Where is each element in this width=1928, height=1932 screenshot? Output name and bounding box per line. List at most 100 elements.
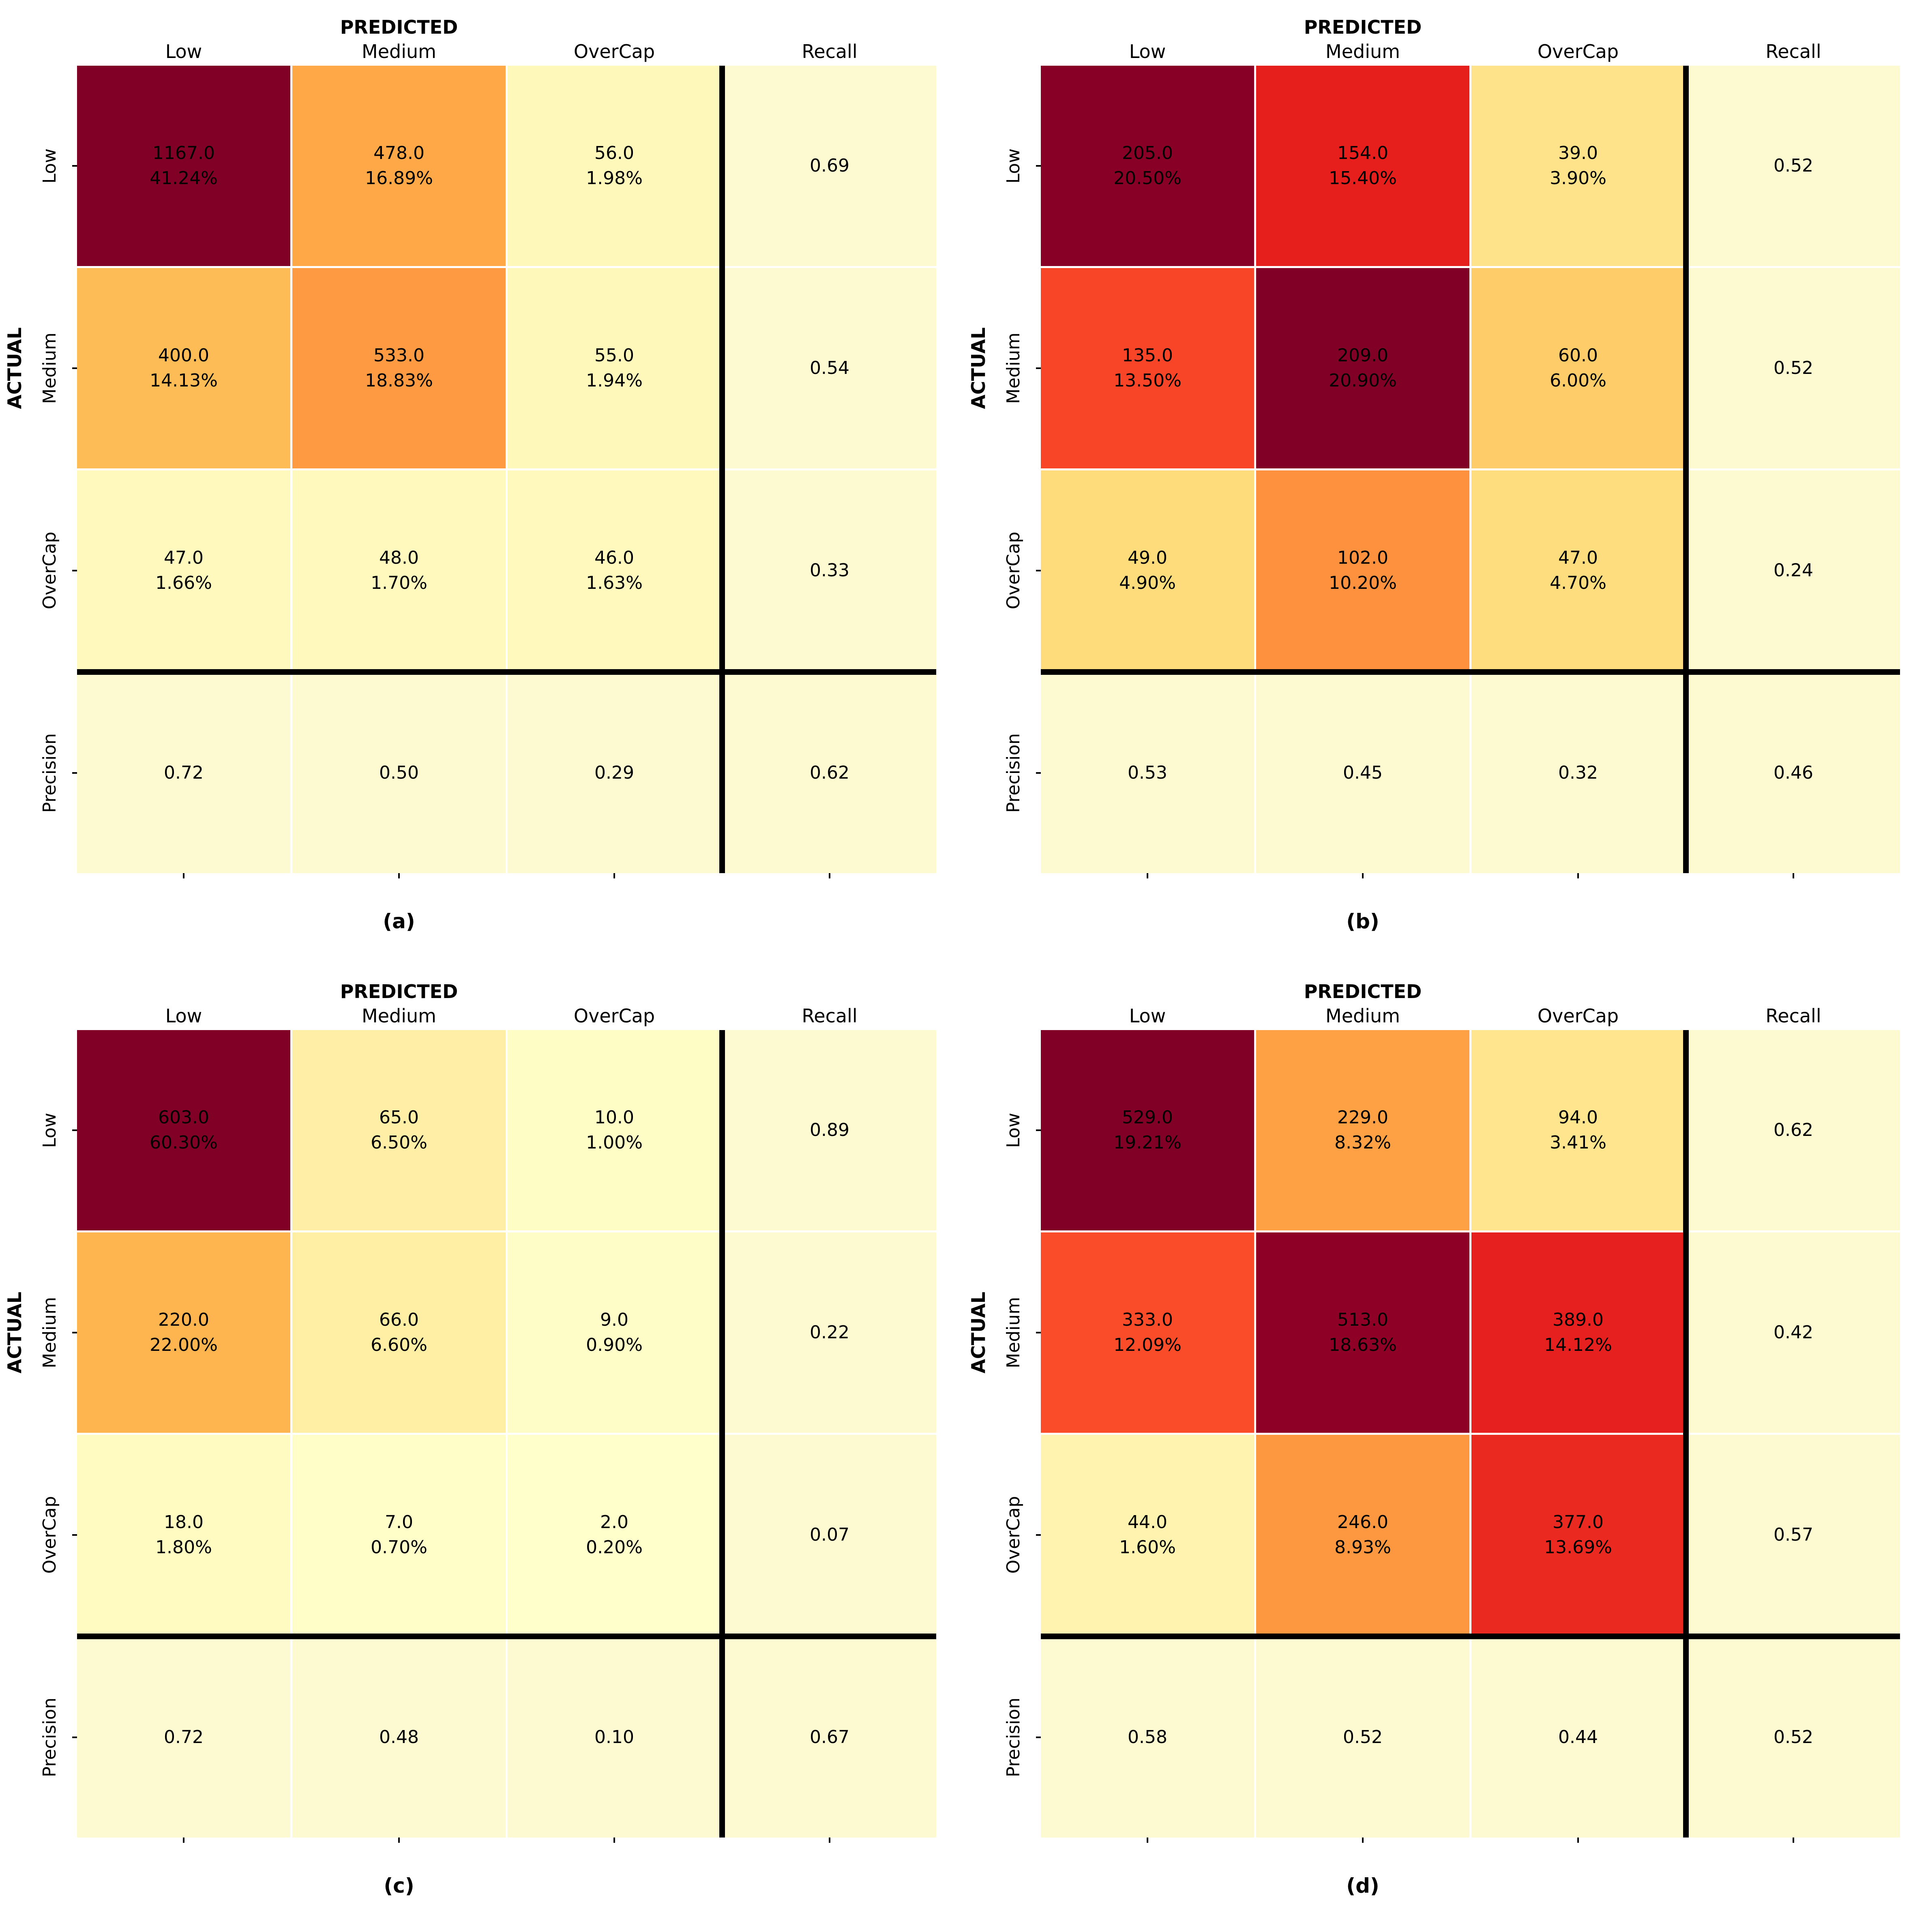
recall-cell-medium: 0.22 (723, 1232, 936, 1433)
row-label-medium: Medium (1003, 333, 1024, 404)
cell-medium-overcap: 389.0 14.12% (1471, 1232, 1685, 1433)
precision-cell-low: 0.72 (77, 673, 290, 873)
row-labels: Low Medium OverCap Precision (29, 66, 70, 873)
precision-separator-line (77, 1634, 936, 1639)
row-label-overcap: OverCap (39, 532, 60, 610)
row-label-overcap: OverCap (1003, 1496, 1024, 1574)
cell-percent: 6.00% (1550, 370, 1606, 391)
cell-count: 205.0 (1122, 143, 1173, 164)
cell-count: 9.0 (600, 1309, 628, 1331)
col-label-medium: Medium (1325, 1005, 1400, 1027)
cell-count: 48.0 (379, 547, 419, 569)
recall-separator-line (719, 66, 725, 873)
cell-overcap-medium: 102.0 10.20% (1256, 470, 1469, 671)
cell-medium-medium: 209.0 20.90% (1256, 268, 1469, 468)
caption-d: (d) (1346, 1874, 1379, 1898)
col-label-low: Low (1129, 1005, 1166, 1027)
cell-medium-overcap: 9.0 0.90% (508, 1232, 721, 1433)
x-tick-mark (77, 1838, 290, 1846)
recall-separator-line (1683, 66, 1689, 873)
cell-count: 47.0 (164, 547, 204, 569)
y-tick-mark (1036, 165, 1041, 167)
cell-count: 60.0 (1558, 345, 1598, 366)
cell-count: 229.0 (1337, 1107, 1388, 1128)
cell-percent: 6.50% (371, 1132, 427, 1153)
cell-percent: 4.90% (1119, 573, 1176, 593)
row-label-precision: Precision (39, 733, 60, 813)
y-tick-mark (1036, 570, 1041, 571)
row-label-overcap: OverCap (1003, 532, 1024, 610)
x-tick-mark (1687, 1838, 1900, 1846)
cell-count: 46.0 (594, 547, 634, 569)
cell-percent: 10.20% (1329, 573, 1397, 593)
overall-accuracy-cell: 0.52 (1687, 1637, 1900, 1838)
col-label-low: Low (165, 1005, 202, 1027)
cell-low-medium: 478.0 16.89% (292, 66, 506, 266)
recall-cell-low: 0.62 (1687, 1030, 1900, 1230)
x-tick-mark (1471, 873, 1685, 881)
cell-medium-overcap: 60.0 6.00% (1471, 268, 1685, 468)
row-labels: Low Medium OverCap Precision (993, 1030, 1034, 1838)
matrix-grid: 603.0 60.30% 65.0 6.50% 10.0 1.00% 0.89 220.0 22… (77, 1030, 936, 1838)
precision-cell-medium: 0.48 (292, 1637, 506, 1838)
cell-low-low: 603.0 60.30% (77, 1030, 290, 1230)
confusion-matrix-panel-c: PREDICTED Low Medium OverCap Recall ACTUAL Low… (0, 968, 964, 1932)
row-label-precision: Precision (1003, 733, 1024, 813)
y-tick-mark (1036, 1129, 1041, 1131)
cell-medium-low: 135.0 13.50% (1041, 268, 1254, 468)
cell-percent: 14.12% (1544, 1335, 1612, 1355)
cell-percent: 0.20% (586, 1537, 643, 1558)
cell-percent: 8.93% (1334, 1537, 1391, 1558)
x-tick-mark (508, 873, 721, 881)
row-label-medium: Medium (1003, 1297, 1024, 1368)
cell-count: 56.0 (594, 143, 634, 164)
col-label-recall: Recall (1765, 41, 1821, 62)
cell-percent: 12.09% (1113, 1335, 1182, 1355)
x-tick-mark (1041, 873, 1254, 881)
recall-cell-low: 0.89 (723, 1030, 936, 1230)
actual-axis-title: ACTUAL (967, 1292, 989, 1374)
cell-medium-low: 333.0 12.09% (1041, 1232, 1254, 1433)
cell-overcap-overcap: 2.0 0.20% (508, 1435, 721, 1635)
cell-count: 246.0 (1337, 1512, 1388, 1533)
cell-count: 47.0 (1558, 547, 1598, 569)
col-label-overcap: OverCap (1537, 41, 1619, 62)
cell-count: 377.0 (1553, 1512, 1604, 1533)
caption-b: (b) (1346, 910, 1379, 933)
cell-count: 102.0 (1337, 547, 1388, 569)
precision-cell-medium: 0.45 (1256, 673, 1469, 873)
y-tick-mark (72, 1534, 77, 1536)
y-tick-mark (1036, 1534, 1041, 1536)
y-tick-mark (72, 165, 77, 167)
x-tick-mark (1471, 1838, 1685, 1846)
cell-count: 49.0 (1128, 547, 1167, 569)
recall-separator-line (719, 1030, 725, 1838)
x-ticks (77, 873, 936, 881)
cell-percent: 20.50% (1113, 168, 1182, 189)
cell-percent: 18.83% (365, 370, 433, 391)
cell-count: 94.0 (1558, 1107, 1598, 1128)
recall-cell-medium: 0.54 (723, 268, 936, 468)
col-label-overcap: OverCap (1537, 1005, 1619, 1027)
cell-low-overcap: 10.0 1.00% (508, 1030, 721, 1230)
matrix-body: ACTUAL Low Medium OverCap Precision 603.0 60.3… (0, 1030, 964, 1838)
matrix-body: ACTUAL Low Medium OverCap Precision 1167.0 41.… (0, 66, 964, 873)
confusion-matrix-panel-a: PREDICTED Low Medium OverCap Recall ACTUAL Low… (0, 3, 964, 968)
precision-cell-overcap: 0.44 (1471, 1637, 1685, 1838)
cell-percent: 13.69% (1544, 1537, 1612, 1558)
cell-count: 220.0 (158, 1309, 209, 1331)
row-label-medium: Medium (39, 333, 60, 404)
cell-count: 18.0 (164, 1512, 204, 1533)
cell-medium-medium: 66.0 6.60% (292, 1232, 506, 1433)
row-label-low: Low (39, 148, 60, 184)
overall-accuracy-cell: 0.62 (723, 673, 936, 873)
precision-cell-overcap: 0.32 (1471, 673, 1685, 873)
y-ticks (70, 66, 77, 873)
y-tick-mark (72, 772, 77, 774)
cell-percent: 20.90% (1329, 370, 1397, 391)
y-tick-mark (1036, 1332, 1041, 1333)
precision-cell-medium: 0.50 (292, 673, 506, 873)
cell-percent: 6.60% (371, 1335, 427, 1355)
confusion-matrix-panel-b: PREDICTED Low Medium OverCap Recall ACTUAL Low… (964, 3, 1928, 968)
cell-overcap-low: 18.0 1.80% (77, 1435, 290, 1635)
